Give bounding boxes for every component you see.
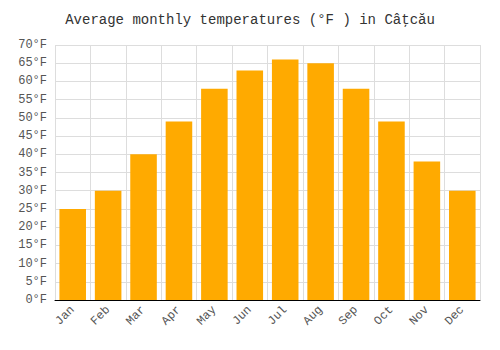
svg-text:0°F: 0°F [25, 293, 47, 307]
svg-text:35°F: 35°F [18, 166, 47, 180]
svg-text:10°F: 10°F [18, 257, 47, 271]
svg-text:5°F: 5°F [25, 275, 47, 289]
svg-text:May: May [194, 303, 219, 328]
svg-text:Feb: Feb [88, 303, 113, 328]
svg-text:20°F: 20°F [18, 220, 47, 234]
svg-text:Average monthly temperatures (: Average monthly temperatures (°F ) in Câ… [65, 12, 435, 28]
svg-text:Mar: Mar [123, 303, 148, 328]
svg-text:Dec: Dec [442, 303, 467, 328]
svg-text:60°F: 60°F [18, 74, 47, 88]
svg-text:70°F: 70°F [18, 38, 47, 52]
svg-text:Jul: Jul [265, 303, 290, 328]
svg-text:65°F: 65°F [18, 56, 47, 70]
svg-text:25°F: 25°F [18, 202, 47, 216]
svg-text:Apr: Apr [159, 303, 184, 328]
svg-text:Jun: Jun [230, 303, 255, 328]
svg-text:Oct: Oct [371, 303, 396, 328]
svg-text:55°F: 55°F [18, 93, 47, 107]
svg-text:40°F: 40°F [18, 147, 47, 161]
svg-text:Sep: Sep [336, 303, 361, 328]
svg-text:30°F: 30°F [18, 184, 47, 198]
svg-text:Jan: Jan [53, 303, 78, 328]
svg-text:50°F: 50°F [18, 111, 47, 125]
svg-text:45°F: 45°F [18, 129, 47, 143]
svg-text:15°F: 15°F [18, 238, 47, 252]
svg-text:Nov: Nov [407, 303, 432, 328]
svg-text:Aug: Aug [300, 303, 325, 328]
